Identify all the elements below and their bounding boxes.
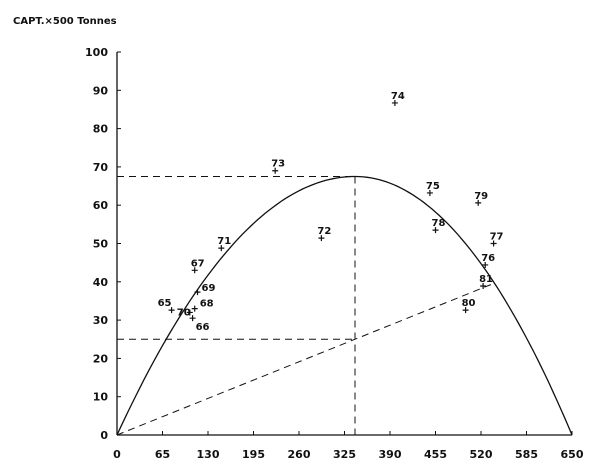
x-tick-label: 260 (288, 448, 311, 461)
point-marker (480, 283, 487, 290)
y-tick-label: 10 (93, 391, 109, 404)
point-label: 77 (490, 232, 504, 243)
x-tick-label: 130 (197, 448, 220, 461)
y-tick-label: 30 (93, 314, 109, 327)
y-tick-label: 0 (100, 429, 108, 442)
yield-curve (116, 175, 573, 436)
point-marker (475, 199, 482, 206)
data-point-81: 81 (479, 274, 493, 290)
point-label: 67 (191, 258, 205, 269)
point-marker (189, 315, 196, 322)
point-label: 73 (271, 159, 285, 170)
x-tick-label: 650 (561, 448, 584, 461)
point-marker (191, 305, 198, 312)
y-tick-label: 100 (85, 46, 108, 59)
data-point-80: 80 (462, 298, 476, 314)
x-tick-label: 455 (424, 448, 447, 461)
y-tick-label: 70 (93, 161, 109, 174)
x-tick-label: 520 (470, 448, 493, 461)
point-marker (490, 240, 497, 247)
point-marker (482, 261, 489, 268)
data-point-66: 66 (189, 315, 210, 333)
data-point-68: 68 (191, 299, 214, 312)
data-point-67: 67 (191, 258, 205, 274)
x-tick-label: 65 (155, 448, 170, 461)
y-axis-title: CAPT.×500 Tonnes (13, 16, 117, 27)
point-label: 75 (426, 181, 440, 192)
point-marker (191, 267, 198, 274)
y-tick-label: 50 (93, 238, 109, 251)
y-tick-label: 20 (93, 352, 109, 365)
y-tick-label: 80 (93, 123, 109, 136)
point-marker (318, 235, 325, 242)
point-marker (168, 307, 175, 314)
point-marker (186, 309, 193, 316)
data-point-72: 72 (317, 226, 331, 242)
point-label: 74 (391, 91, 405, 102)
x-tick-label: 585 (515, 448, 538, 461)
point-label: 81 (479, 274, 493, 285)
data-point-77: 77 (490, 232, 504, 247)
point-label: 79 (474, 191, 488, 202)
point-label: 66 (196, 322, 210, 333)
data-point-79: 79 (474, 191, 488, 206)
data-point-73: 73 (271, 159, 285, 174)
point-marker (462, 307, 469, 314)
data-point-69: 69 (194, 283, 216, 296)
data-point-74: 74 (391, 91, 405, 106)
x-tick-label: 325 (333, 448, 356, 461)
data-point-71: 71 (217, 236, 231, 252)
y-tick-label: 90 (93, 84, 109, 97)
point-label: 70 (177, 307, 191, 318)
x-tick-label: 390 (379, 448, 402, 461)
point-marker (426, 189, 433, 196)
point-label: 65 (158, 298, 172, 309)
data-point-78: 78 (432, 218, 446, 234)
point-marker (391, 99, 398, 106)
data-point-75: 75 (426, 181, 440, 196)
data-point-70: 70 (177, 307, 193, 318)
point-label: 78 (432, 218, 446, 229)
point-label: 72 (317, 226, 331, 237)
y-tick-label: 40 (93, 276, 109, 289)
point-marker (194, 289, 201, 296)
point-label: 68 (200, 299, 214, 310)
point-marker (272, 167, 279, 174)
data-point-65: 65 (158, 298, 175, 314)
point-label: 71 (217, 236, 231, 247)
point-label: 69 (202, 283, 216, 294)
x-tick-label: 0 (113, 448, 121, 461)
point-label: 80 (462, 298, 476, 309)
data-point-76: 76 (481, 253, 495, 268)
point-marker (218, 245, 225, 252)
point-label: 76 (481, 253, 495, 264)
y-tick-label: 60 (93, 199, 109, 212)
cost-dashed-line (116, 282, 496, 436)
x-tick-label: 195 (242, 448, 265, 461)
point-marker (432, 227, 439, 234)
